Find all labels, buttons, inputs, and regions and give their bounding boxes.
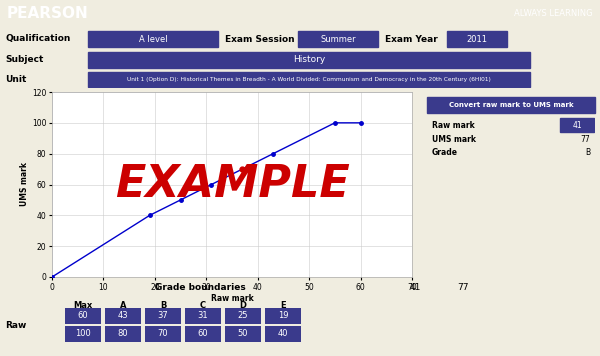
Text: Qualification: Qualification xyxy=(5,35,70,43)
Text: 31: 31 xyxy=(197,312,208,320)
Text: 77: 77 xyxy=(580,135,590,143)
Text: 19: 19 xyxy=(278,312,288,320)
Text: Grade: Grade xyxy=(432,148,458,157)
Text: Unit: Unit xyxy=(5,74,26,84)
Text: Convert raw mark to UMS mark: Convert raw mark to UMS mark xyxy=(449,102,574,108)
Text: B: B xyxy=(160,302,166,310)
Text: Subject: Subject xyxy=(5,56,43,64)
Text: EXAMPLE: EXAMPLE xyxy=(115,163,349,206)
Text: E: E xyxy=(280,302,286,310)
Bar xyxy=(265,326,301,342)
Bar xyxy=(88,31,218,47)
Bar xyxy=(145,308,181,324)
Text: 100: 100 xyxy=(75,330,91,339)
Text: 2011: 2011 xyxy=(467,35,487,43)
Text: C: C xyxy=(200,302,206,310)
Bar xyxy=(298,31,378,47)
Text: Summer: Summer xyxy=(320,35,356,43)
Text: Raw: Raw xyxy=(5,321,26,330)
X-axis label: Raw mark: Raw mark xyxy=(211,294,253,303)
Text: Grade boundaries: Grade boundaries xyxy=(155,283,245,293)
Text: 37: 37 xyxy=(158,312,169,320)
Bar xyxy=(225,326,261,342)
Bar xyxy=(65,326,101,342)
Bar xyxy=(265,308,301,324)
Text: 70: 70 xyxy=(158,330,169,339)
Text: 40: 40 xyxy=(278,330,288,339)
Text: 80: 80 xyxy=(118,330,128,339)
Bar xyxy=(427,97,595,113)
Bar xyxy=(225,308,261,324)
Bar xyxy=(88,72,530,87)
Bar xyxy=(185,326,221,342)
Bar xyxy=(65,308,101,324)
Y-axis label: UMS mark: UMS mark xyxy=(20,162,29,206)
Bar xyxy=(105,308,141,324)
Text: Max: Max xyxy=(73,302,92,310)
Text: 43: 43 xyxy=(118,312,128,320)
Bar xyxy=(560,118,594,132)
Text: 25: 25 xyxy=(238,312,248,320)
Text: D: D xyxy=(239,302,247,310)
Bar xyxy=(447,31,507,47)
Bar xyxy=(185,308,221,324)
Bar xyxy=(88,52,530,68)
Text: Unit 1 (Option D): Historical Themes in Breadth - A World Divided: Communism and: Unit 1 (Option D): Historical Themes in … xyxy=(127,77,491,82)
Text: 60: 60 xyxy=(77,312,88,320)
Text: A level: A level xyxy=(139,35,167,43)
Text: UMS mark: UMS mark xyxy=(432,135,476,143)
Bar xyxy=(105,326,141,342)
Text: ALWAYS LEARNING: ALWAYS LEARNING xyxy=(514,10,593,19)
Text: Exam Session: Exam Session xyxy=(225,35,295,43)
Text: Exam Year: Exam Year xyxy=(385,35,438,43)
Text: 50: 50 xyxy=(238,330,248,339)
Text: 77: 77 xyxy=(457,283,469,293)
Text: B: B xyxy=(585,148,590,157)
Text: 41: 41 xyxy=(409,283,421,293)
Text: History: History xyxy=(293,56,325,64)
Text: A: A xyxy=(120,302,126,310)
Bar xyxy=(145,326,181,342)
Text: 41: 41 xyxy=(572,120,582,130)
Text: 60: 60 xyxy=(197,330,208,339)
Text: PEARSON: PEARSON xyxy=(7,6,89,21)
Text: Raw mark: Raw mark xyxy=(432,120,475,130)
